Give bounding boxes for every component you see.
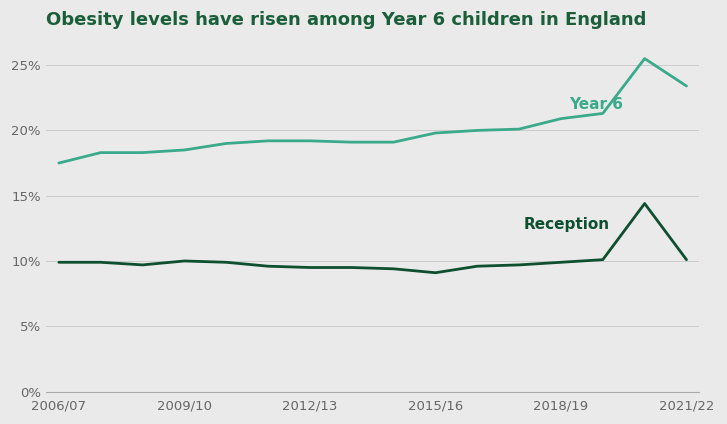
Text: Obesity levels have risen among Year 6 children in England: Obesity levels have risen among Year 6 c…	[47, 11, 647, 29]
Text: Year 6: Year 6	[569, 97, 623, 112]
Text: Reception: Reception	[523, 217, 609, 232]
